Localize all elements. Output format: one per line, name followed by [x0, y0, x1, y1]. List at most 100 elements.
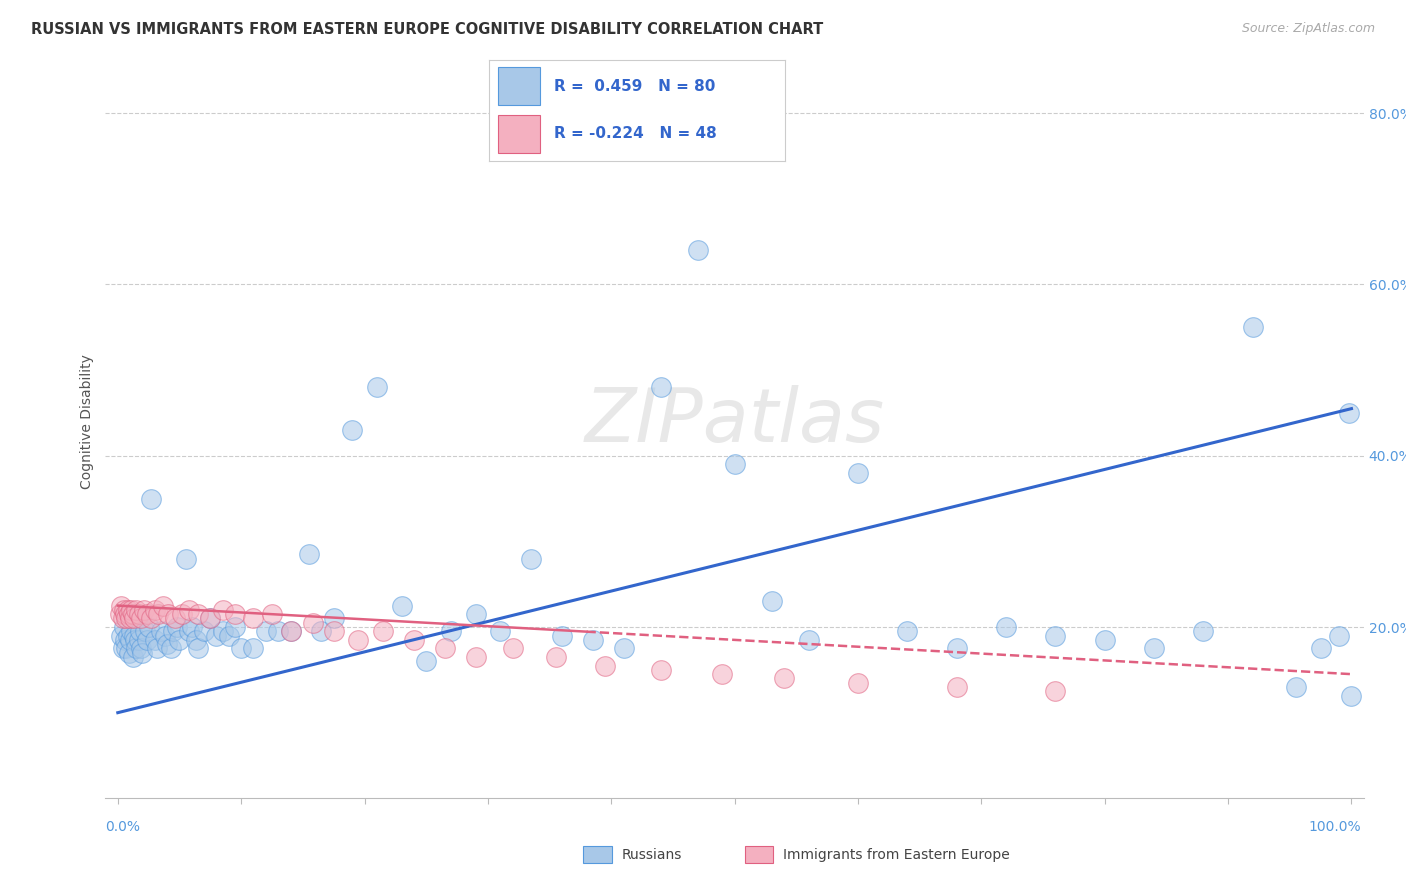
Point — [125, 641, 148, 656]
Point — [322, 624, 344, 639]
Point — [440, 624, 463, 639]
Point — [118, 646, 141, 660]
Point — [166, 620, 188, 634]
Point — [200, 611, 222, 625]
Point — [896, 624, 918, 639]
Point — [254, 624, 277, 639]
Point — [114, 632, 136, 647]
Point — [846, 466, 869, 480]
Point — [1309, 641, 1331, 656]
Point — [179, 624, 201, 639]
Point — [121, 650, 143, 665]
Point — [280, 624, 302, 639]
Point — [650, 380, 672, 394]
Point — [128, 632, 150, 647]
Point — [193, 624, 215, 639]
Point — [160, 641, 183, 656]
Point — [179, 603, 201, 617]
Point — [127, 611, 149, 625]
Point — [1340, 689, 1362, 703]
Point — [115, 641, 138, 656]
Text: Source: ZipAtlas.com: Source: ZipAtlas.com — [1241, 22, 1375, 36]
Text: RUSSIAN VS IMMIGRANTS FROM EASTERN EUROPE COGNITIVE DISABILITY CORRELATION CHART: RUSSIAN VS IMMIGRANTS FROM EASTERN EUROP… — [31, 22, 823, 37]
Point — [1094, 632, 1116, 647]
Point — [464, 650, 486, 665]
Point — [110, 607, 132, 622]
Point — [1285, 680, 1308, 694]
Point — [267, 624, 290, 639]
Point — [146, 641, 169, 656]
Point — [129, 611, 152, 625]
Text: 100.0%: 100.0% — [1309, 821, 1361, 834]
Point — [366, 380, 388, 394]
Point — [520, 551, 543, 566]
Point — [242, 641, 264, 656]
Point — [129, 641, 152, 656]
Point — [138, 620, 160, 634]
Point — [711, 667, 734, 681]
Point — [402, 632, 425, 647]
Point — [115, 611, 138, 625]
Point — [1045, 684, 1067, 698]
Point — [391, 599, 413, 613]
Point — [995, 620, 1018, 634]
Point — [143, 603, 166, 617]
Point — [211, 603, 233, 617]
Point — [231, 641, 253, 656]
Point — [551, 629, 574, 643]
Point — [224, 607, 246, 622]
Y-axis label: Cognitive Disability: Cognitive Disability — [80, 354, 94, 489]
Text: Immigrants from Eastern Europe: Immigrants from Eastern Europe — [783, 847, 1010, 862]
Point — [112, 620, 135, 634]
Point — [122, 611, 145, 625]
Point — [205, 629, 228, 643]
Point — [184, 632, 207, 647]
Point — [1327, 629, 1350, 643]
Point — [111, 611, 134, 625]
Point — [163, 611, 186, 625]
Point — [139, 611, 162, 625]
Point — [129, 624, 152, 639]
Point — [139, 491, 162, 506]
Point — [464, 607, 486, 622]
Point — [723, 458, 745, 472]
Point — [136, 632, 159, 647]
Point — [170, 607, 193, 622]
Point — [1143, 641, 1166, 656]
Point — [128, 607, 150, 622]
Text: Russians: Russians — [621, 847, 682, 862]
Point — [945, 680, 967, 694]
Point — [174, 551, 197, 566]
Point — [489, 624, 512, 639]
Point — [224, 620, 246, 634]
Point — [340, 423, 363, 437]
Point — [582, 632, 605, 647]
Point — [187, 641, 209, 656]
Point — [761, 594, 783, 608]
Point — [117, 629, 139, 643]
Point — [132, 603, 155, 617]
Point — [180, 620, 202, 634]
Text: 0.0%: 0.0% — [105, 821, 141, 834]
Point — [114, 607, 136, 622]
Point — [169, 632, 191, 647]
Point — [153, 629, 176, 643]
Point — [120, 624, 142, 639]
Point — [136, 607, 159, 622]
Point — [156, 637, 179, 651]
Point — [301, 615, 323, 630]
Point — [117, 603, 139, 617]
Point — [593, 658, 616, 673]
Point — [120, 611, 142, 625]
Point — [118, 607, 141, 622]
Point — [157, 607, 180, 622]
Point — [1045, 629, 1067, 643]
Point — [260, 607, 283, 622]
Point — [110, 599, 132, 613]
Point — [110, 629, 132, 643]
Point — [433, 641, 456, 656]
Point — [1241, 320, 1264, 334]
Point — [122, 629, 145, 643]
Point — [120, 632, 142, 647]
Point — [797, 632, 820, 647]
